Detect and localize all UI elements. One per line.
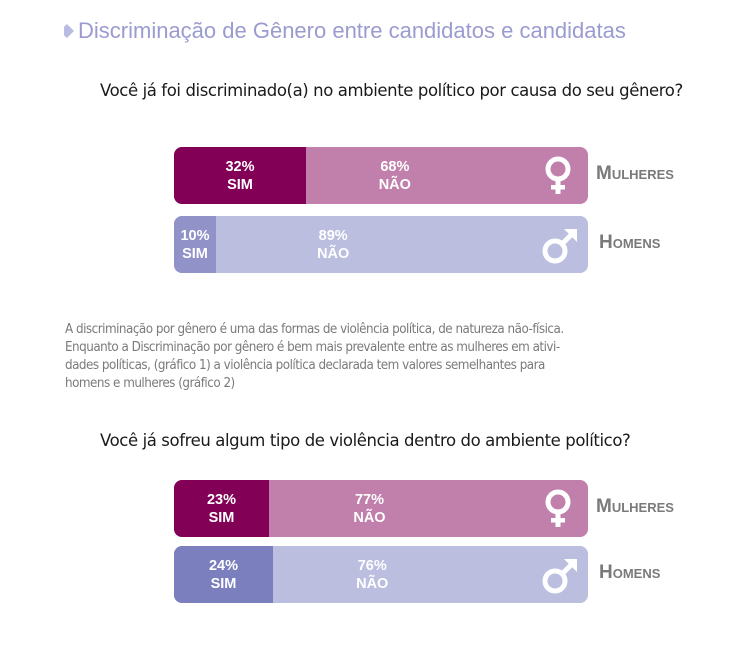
female-symbol-icon [540, 488, 580, 530]
category-label-mulheres: Mulheres [596, 163, 674, 184]
data-label-sim: SIM [208, 509, 235, 526]
category-label-homens: Homens [599, 232, 661, 253]
bar-segment-nao: 76% NÃO [273, 546, 471, 603]
data-label-nao: NÃO [317, 245, 350, 262]
data-label-sim: SIM [210, 575, 237, 592]
bar-segment-nao: 77% NÃO [269, 480, 470, 537]
data-label-nao-percent: 68% [380, 158, 410, 175]
data-label-sim: SIM [227, 176, 253, 193]
data-label-sim-percent: 32% [225, 158, 255, 175]
diamond-bullet-icon [64, 24, 74, 38]
data-label-sim: SIM [182, 245, 208, 262]
bar-segment-sim: 23% SIM [174, 480, 269, 537]
data-label-nao: NÃO [378, 176, 411, 193]
paragraph-line: dades políticas, (gráfico 1) a violência… [65, 358, 545, 373]
male-symbol-icon [540, 554, 580, 596]
category-label-homens: Homens [599, 562, 661, 583]
data-label-sim-percent: 23% [206, 491, 237, 508]
data-label-sim-percent: 10% [180, 227, 210, 244]
bar-mulheres: 23% SIM 77% NÃO [174, 480, 588, 537]
bar-segment-sim: 24% SIM [174, 546, 273, 603]
chart-1-question: Você já foi discriminado(a) no ambiente … [100, 81, 683, 100]
data-label-nao: NÃO [356, 575, 389, 592]
data-label-sim-percent: 24% [208, 557, 239, 574]
bar-segment-nao: 89% NÃO [216, 216, 450, 273]
data-label-nao-percent: 77% [354, 491, 384, 508]
paragraph-line: A discriminação por gênero é uma das for… [65, 322, 564, 337]
page-title-text: Discriminação de Gênero entre candidatos… [78, 18, 626, 43]
category-label-mulheres: Mulheres [596, 496, 674, 517]
bar-segment-sim: 10% SIM [174, 216, 216, 273]
female-symbol-icon [540, 155, 580, 197]
bar-segment-sim: 32% SIM [174, 147, 306, 204]
data-label-nao-percent: 89% [318, 227, 348, 244]
page-title: Discriminação de Gênero entre candidatos… [64, 18, 626, 44]
bar-mulheres: 32% SIM 68% NÃO [174, 147, 588, 204]
description-paragraph: A discriminação por gênero é uma das for… [65, 321, 705, 393]
bar-homens: 24% SIM 76% NÃO [174, 546, 588, 603]
bar-segment-nao: 68% NÃO [306, 147, 484, 204]
data-label-nao: NÃO [353, 509, 386, 526]
paragraph-line: homens e mulheres (gráfico 2) [65, 376, 235, 391]
male-symbol-icon [540, 224, 580, 266]
chart-2-question: Você já sofreu algum tipo de violência d… [100, 431, 631, 450]
paragraph-line: Enquanto a Discriminação por gênero é be… [65, 340, 560, 355]
data-label-nao-percent: 76% [357, 557, 387, 574]
bar-homens: 10% SIM 89% NÃO [174, 216, 588, 273]
